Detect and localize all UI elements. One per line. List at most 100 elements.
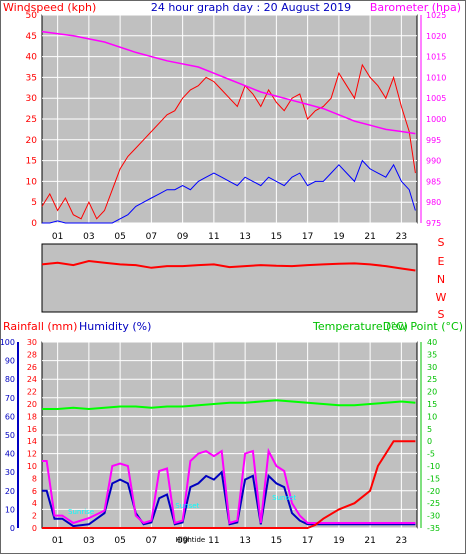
humidity-tick-label: 90 bbox=[5, 357, 15, 366]
x-tick-label: 05 bbox=[114, 232, 125, 242]
rain-tick-label: 0 bbox=[32, 524, 37, 533]
rain-tick-label: 16 bbox=[27, 425, 37, 434]
humidity-tick-label: 80 bbox=[5, 375, 15, 384]
direction-label: W bbox=[436, 291, 447, 304]
temp-tick-label: 35 bbox=[427, 350, 437, 359]
baro-tick-label: 1025 bbox=[426, 11, 446, 20]
temp-tick-label: 0 bbox=[427, 437, 432, 446]
temperature-axis-label: Temperature (°C) bbox=[312, 320, 408, 333]
rain-tick-label: 18 bbox=[27, 412, 37, 421]
temp-tick-label: 15 bbox=[427, 400, 437, 409]
rain-tick-label: 4 bbox=[32, 499, 37, 508]
baro-tick-label: 980 bbox=[426, 198, 441, 207]
rain-tick-label: 20 bbox=[27, 400, 37, 409]
wind-tick-label: 30 bbox=[26, 94, 38, 104]
rain-tick-label: 6 bbox=[32, 487, 37, 496]
humidity-axis-label: Humidity (%) bbox=[79, 320, 151, 333]
humidity-tick-label: 40 bbox=[5, 450, 15, 459]
annotation-label: Sunset bbox=[175, 502, 199, 510]
x-tick-label: 19 bbox=[333, 536, 345, 546]
temp-tick-label: 25 bbox=[427, 375, 437, 384]
x-tick-label: 13 bbox=[239, 536, 250, 546]
temp-tick-label: -15 bbox=[427, 474, 440, 483]
humidity-tick-label: 50 bbox=[5, 431, 15, 440]
x-tick-label: 23 bbox=[396, 536, 407, 546]
wind-direction-line bbox=[41, 259, 416, 272]
baro-tick-label: 985 bbox=[426, 177, 441, 186]
baro-tick-label: 1010 bbox=[426, 73, 446, 82]
baro-tick-label: 1020 bbox=[426, 32, 446, 41]
dewpoint-line bbox=[42, 447, 416, 525]
wind-tick-label: 40 bbox=[26, 53, 38, 63]
wind-tick-label: 45 bbox=[26, 32, 37, 42]
x-tick-label: 17 bbox=[302, 536, 313, 546]
rain-tick-label: 12 bbox=[27, 450, 37, 459]
baro-tick-label: 990 bbox=[426, 157, 441, 166]
humidity-tick-label: 20 bbox=[5, 487, 15, 496]
baro-tick-label: 995 bbox=[426, 136, 441, 145]
x-tick-label: 21 bbox=[364, 232, 375, 242]
rain-tick-label: 22 bbox=[27, 388, 37, 397]
rain-tick-label: 26 bbox=[27, 363, 37, 372]
temp-tick-label: 5 bbox=[427, 425, 432, 434]
baro-axis-label: Barometer (hpa) bbox=[370, 1, 461, 14]
rain-tick-label: 28 bbox=[27, 350, 37, 359]
rain-tick-label: 30 bbox=[27, 338, 37, 347]
wind-axis-label: Windspeed (kph) bbox=[3, 1, 96, 14]
humidity-tick-label: 70 bbox=[5, 394, 15, 403]
annotation-label: Sunset bbox=[272, 494, 296, 502]
wind-baro-panel: 0510152025303540455097598098599099510001… bbox=[26, 11, 447, 242]
x-tick-label: 11 bbox=[208, 536, 219, 546]
rain-hum-temp-panel: 0102030405060708090100024681012141618202… bbox=[0, 338, 440, 546]
dewpoint-axis-label: Dew Point (°C) bbox=[383, 320, 463, 333]
temp-tick-label: -5 bbox=[427, 450, 435, 459]
humidity-tick-label: 100 bbox=[1, 338, 15, 347]
direction-label: N bbox=[437, 273, 445, 286]
x-tick-label: 09 bbox=[177, 232, 189, 242]
humidity-tick-label: 60 bbox=[5, 412, 15, 421]
temp-tick-label: 30 bbox=[427, 363, 437, 372]
temp-tick-label: 20 bbox=[427, 388, 437, 397]
temp-tick-label: -35 bbox=[427, 524, 440, 533]
x-tick-label: 03 bbox=[83, 536, 94, 546]
temp-tick-label: -30 bbox=[427, 512, 440, 521]
humidity-line bbox=[42, 470, 416, 528]
x-tick-label: 19 bbox=[333, 232, 345, 242]
wind-tick-label: 5 bbox=[31, 198, 37, 208]
baro-tick-label: 975 bbox=[426, 219, 441, 228]
rain-axis-label: Rainfall (mm) bbox=[3, 320, 77, 333]
wind-tick-label: 15 bbox=[26, 157, 37, 167]
temp-tick-label: 10 bbox=[427, 412, 437, 421]
rain-tick-label: 14 bbox=[27, 437, 37, 446]
annotation-label: Hightide bbox=[176, 536, 206, 544]
x-tick-label: 23 bbox=[396, 232, 407, 242]
chart-title: 24 hour graph day : 20 August 2019 bbox=[151, 1, 351, 14]
direction-label: E bbox=[438, 255, 445, 268]
plot-area bbox=[41, 243, 418, 313]
x-tick-label: 07 bbox=[146, 536, 157, 546]
humidity-tick-label: 0 bbox=[10, 524, 15, 533]
rain-tick-label: 10 bbox=[27, 462, 37, 471]
x-tick-label: 03 bbox=[83, 232, 94, 242]
annotation-label: Sunrise bbox=[68, 508, 94, 516]
x-tick-label: 01 bbox=[52, 536, 63, 546]
wind-tick-label: 20 bbox=[26, 136, 38, 146]
x-tick-label: 15 bbox=[271, 232, 282, 242]
rainfall-line bbox=[42, 440, 416, 529]
x-tick-label: 15 bbox=[271, 536, 282, 546]
x-tick-label: 09 bbox=[177, 536, 189, 546]
direction-label: S bbox=[438, 236, 445, 249]
baro-tick-label: 1000 bbox=[426, 115, 446, 124]
wind-tick-label: 10 bbox=[26, 177, 38, 187]
temp-tick-label: 40 bbox=[427, 338, 437, 347]
humidity-tick-label: 10 bbox=[5, 505, 15, 514]
rain-tick-label: 2 bbox=[32, 512, 37, 521]
baro-tick-label: 1005 bbox=[426, 94, 446, 103]
wind-tick-label: 25 bbox=[26, 115, 37, 125]
rain-tick-label: 8 bbox=[32, 474, 37, 483]
temperature-line bbox=[42, 399, 416, 411]
wind-avg-line bbox=[42, 159, 416, 224]
